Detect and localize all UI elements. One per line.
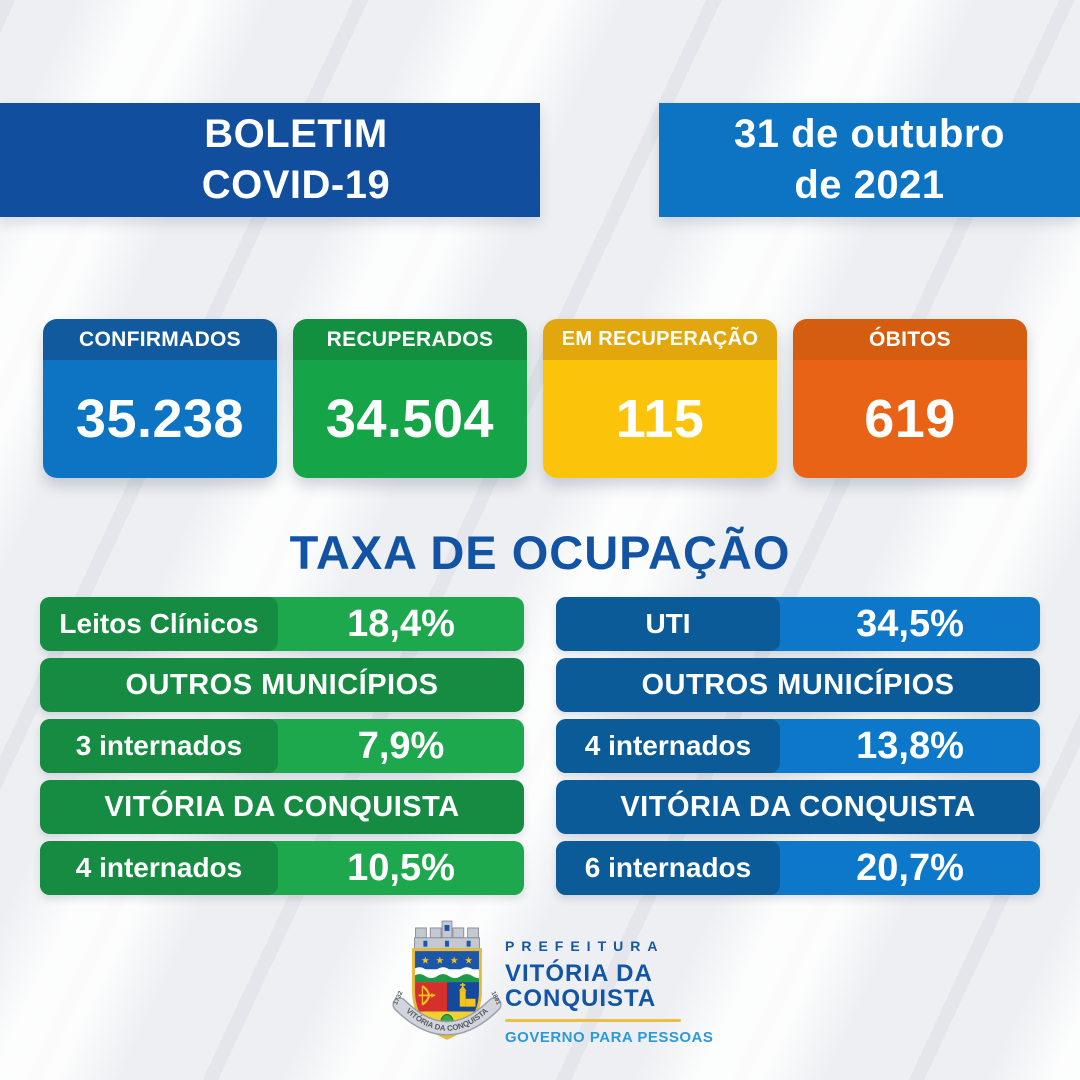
row-value: 13,8% <box>856 724 964 767</box>
bulletin-title-box: BOLETIM COVID-19 <box>0 103 540 217</box>
row-outros-internados: 4 internados 13,8% <box>556 719 1040 773</box>
row-vdc-internados: 6 internados 20,7% <box>556 841 1040 895</box>
stat-card-obitos: ÓBITOS 619 <box>793 319 1027 478</box>
date-box: 31 de outubro de 2021 <box>659 103 1080 217</box>
stat-card-label: ÓBITOS <box>793 319 1027 360</box>
stat-card-value: 619 <box>793 360 1027 478</box>
row-label: 6 internados <box>556 841 780 895</box>
stat-card-value: 35.238 <box>43 360 277 478</box>
section-title-taxa-de-ocupacao: TAXA DE OCUPAÇÃO <box>289 525 791 579</box>
row-outros-municipios: OUTROS MUNICÍPIOS <box>556 658 1040 712</box>
stat-card-recuperados: RECUPERADOS 34.504 <box>293 319 527 478</box>
government-tagline: GOVERNO PARA PESSOAS <box>505 1029 714 1046</box>
stat-card-value: 34.504 <box>293 360 527 478</box>
bulletin-title-line2: COVID-19 <box>201 163 391 207</box>
row-label: 4 internados <box>556 719 780 773</box>
row-label: UTI <box>556 597 780 651</box>
row-leitos-clinicos: Leitos Clínicos 18,4% <box>40 597 524 651</box>
date-line1: 31 de outubro <box>734 112 1005 156</box>
stat-card-label: RECUPERADOS <box>293 319 527 360</box>
row-value: 10,5% <box>347 846 455 889</box>
row-outros-internados: 3 internados 7,9% <box>40 719 524 773</box>
coat-of-arms-icon: VITÓRIA DA CONQUISTA 1732 1891 <box>392 920 502 1040</box>
row-vitoria-da-conquista: VITÓRIA DA CONQUISTA <box>556 780 1040 834</box>
icu-column: UTI 34,5% OUTROS MUNICÍPIOS 4 internados… <box>556 597 1040 902</box>
date-line2: de 2021 <box>794 163 945 207</box>
gold-divider <box>505 1019 681 1022</box>
row-vitoria-da-conquista: VITÓRIA DA CONQUISTA <box>40 780 524 834</box>
mural-crown-icon <box>414 920 480 950</box>
clinical-beds-column: Leitos Clínicos 18,4% OUTROS MUNICÍPIOS … <box>40 597 524 902</box>
row-label: 3 internados <box>40 719 278 773</box>
bulletin-title-line1: BOLETIM <box>204 112 388 156</box>
city-hall-wordmark: PREFEITURA VITÓRIA DA CONQUISTA GOVERNO … <box>505 938 713 1046</box>
stat-card-label: CONFIRMADOS <box>43 319 277 360</box>
city-name-line1: VITÓRIA DA <box>505 960 653 987</box>
row-value: 7,9% <box>357 724 445 767</box>
stat-card-em-recuperacao: EM RECUPERAÇÃO 115 <box>543 319 777 478</box>
row-label: 4 internados <box>40 841 278 895</box>
stat-card-confirmados: CONFIRMADOS 35.238 <box>43 319 277 478</box>
stat-card-value: 115 <box>543 360 777 478</box>
city-name-line2: CONQUISTA <box>505 985 657 1012</box>
row-value: 18,4% <box>347 602 455 645</box>
row-label: Leitos Clínicos <box>40 597 278 651</box>
prefeitura-label: PREFEITURA <box>505 938 665 954</box>
row-outros-municipios: OUTROS MUNICÍPIOS <box>40 658 524 712</box>
row-value: 34,5% <box>856 602 964 645</box>
church-icon <box>458 983 476 1007</box>
stat-card-label: EM RECUPERAÇÃO <box>543 319 777 360</box>
row-vdc-internados: 4 internados 10,5% <box>40 841 524 895</box>
row-uti: UTI 34,5% <box>556 597 1040 651</box>
row-value: 20,7% <box>856 846 964 889</box>
